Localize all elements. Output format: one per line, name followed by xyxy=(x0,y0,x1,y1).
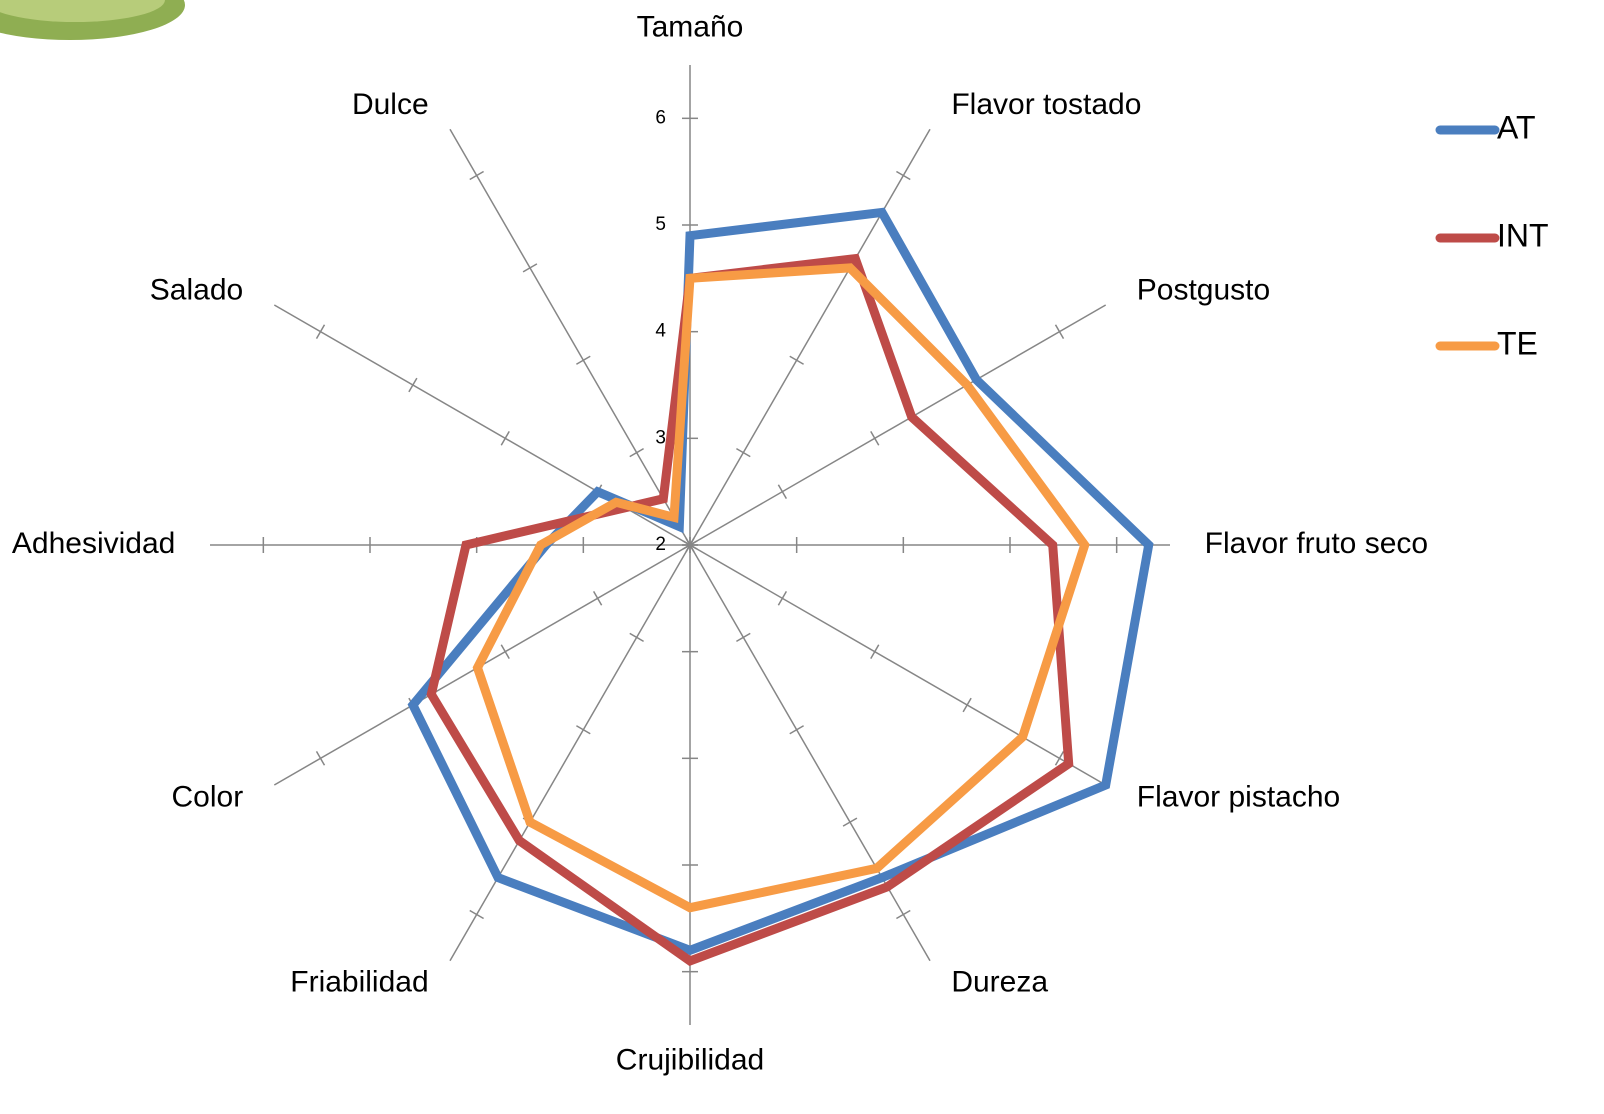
tick-mark xyxy=(576,355,591,365)
category-label: Dureza xyxy=(951,966,1048,999)
r-tick-label: 6 xyxy=(655,107,666,128)
tick-mark xyxy=(592,591,603,606)
nut-image xyxy=(0,0,185,40)
tick-mark xyxy=(870,644,880,659)
axis-line xyxy=(449,544,691,962)
tick-mark xyxy=(777,591,788,606)
tick-mark xyxy=(736,447,751,458)
r-tick-label: 2 xyxy=(655,534,666,555)
tick-mark xyxy=(469,909,484,920)
r-tick-label: 5 xyxy=(655,214,666,235)
category-label: Flavor tostado xyxy=(951,88,1141,121)
tick-mark xyxy=(315,751,326,766)
tick-mark xyxy=(500,644,510,659)
tick-mark xyxy=(896,909,911,920)
tick-mark xyxy=(315,324,326,339)
legend-label: INT xyxy=(1497,217,1549,253)
tick-mark xyxy=(682,540,698,550)
series-line xyxy=(472,263,1090,913)
category-label: Friabilidad xyxy=(290,966,428,999)
axis-line xyxy=(689,544,1107,786)
tick-mark xyxy=(1054,751,1065,766)
series-line xyxy=(407,207,1154,956)
category-label: Crujibilidad xyxy=(616,1044,764,1077)
tick-mark xyxy=(576,725,591,735)
axis-line xyxy=(689,304,1107,546)
tick-mark xyxy=(736,632,751,643)
category-label: Flavor pistacho xyxy=(1137,780,1340,813)
r-tick-label: 3 xyxy=(655,427,666,448)
tick-mark xyxy=(789,725,804,735)
tick-mark xyxy=(522,263,538,273)
tick-mark xyxy=(469,170,484,181)
tick-mark xyxy=(1054,324,1065,339)
category-label: Salado xyxy=(150,274,243,307)
axis-line xyxy=(689,128,931,546)
category-label: Tamaño xyxy=(637,10,744,43)
category-label: Postgusto xyxy=(1137,274,1270,307)
category-label: Adhesividad xyxy=(12,527,175,560)
tick-mark xyxy=(500,431,510,446)
tick-mark xyxy=(629,632,644,643)
tick-mark xyxy=(408,377,418,393)
tick-mark xyxy=(789,355,804,365)
legend-label: TE xyxy=(1497,325,1538,361)
legend-label: AT xyxy=(1497,109,1536,145)
tick-mark xyxy=(777,484,788,499)
series-line xyxy=(426,253,1074,967)
category-label: Color xyxy=(172,780,244,813)
tick-mark xyxy=(962,697,972,713)
tick-mark xyxy=(842,817,858,827)
category-label: Flavor fruto seco xyxy=(1205,527,1428,560)
category-label: Dulce xyxy=(352,88,429,121)
tick-mark xyxy=(629,447,644,458)
tick-mark xyxy=(896,170,911,181)
axis-line xyxy=(689,544,931,962)
axis-line xyxy=(449,128,691,546)
r-tick-label: 4 xyxy=(655,321,666,342)
tick-mark xyxy=(870,431,880,446)
